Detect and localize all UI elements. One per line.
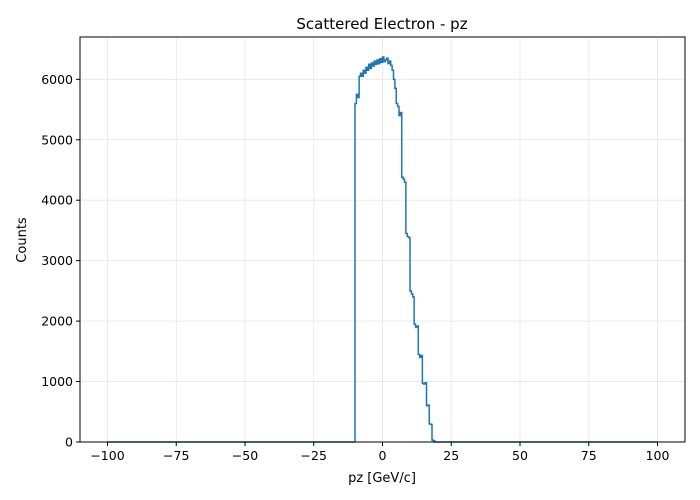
y-tick-label: 1000 [41,374,73,389]
chart-title: Scattered Electron - pz [296,15,467,33]
x-tick-label: −100 [90,448,124,463]
x-tick-label: 100 [646,448,670,463]
y-tick-label: 5000 [41,132,73,147]
x-tick-label: 50 [512,448,528,463]
x-tick-label: −50 [232,448,258,463]
x-tick-label: −25 [301,448,327,463]
x-axis-ticks: −100 −75 −50 −25 0 25 50 75 100 [90,442,669,463]
x-tick-label: 0 [379,448,387,463]
y-tick-label: 2000 [41,314,73,329]
y-axis-ticks: 0 1000 2000 3000 4000 5000 6000 [41,72,80,450]
x-tick-label: 75 [581,448,597,463]
y-tick-label: 6000 [41,72,73,87]
histogram-step-line [107,56,658,443]
y-tick-label: 4000 [41,193,73,208]
grid [80,37,685,443]
y-tick-label: 0 [65,435,73,450]
y-tick-label: 3000 [41,253,73,268]
x-tick-label: 25 [443,448,459,463]
y-axis-title: Counts [15,217,30,263]
x-tick-label: −75 [163,448,189,463]
x-axis-title: pz [GeV/c] [348,471,416,486]
